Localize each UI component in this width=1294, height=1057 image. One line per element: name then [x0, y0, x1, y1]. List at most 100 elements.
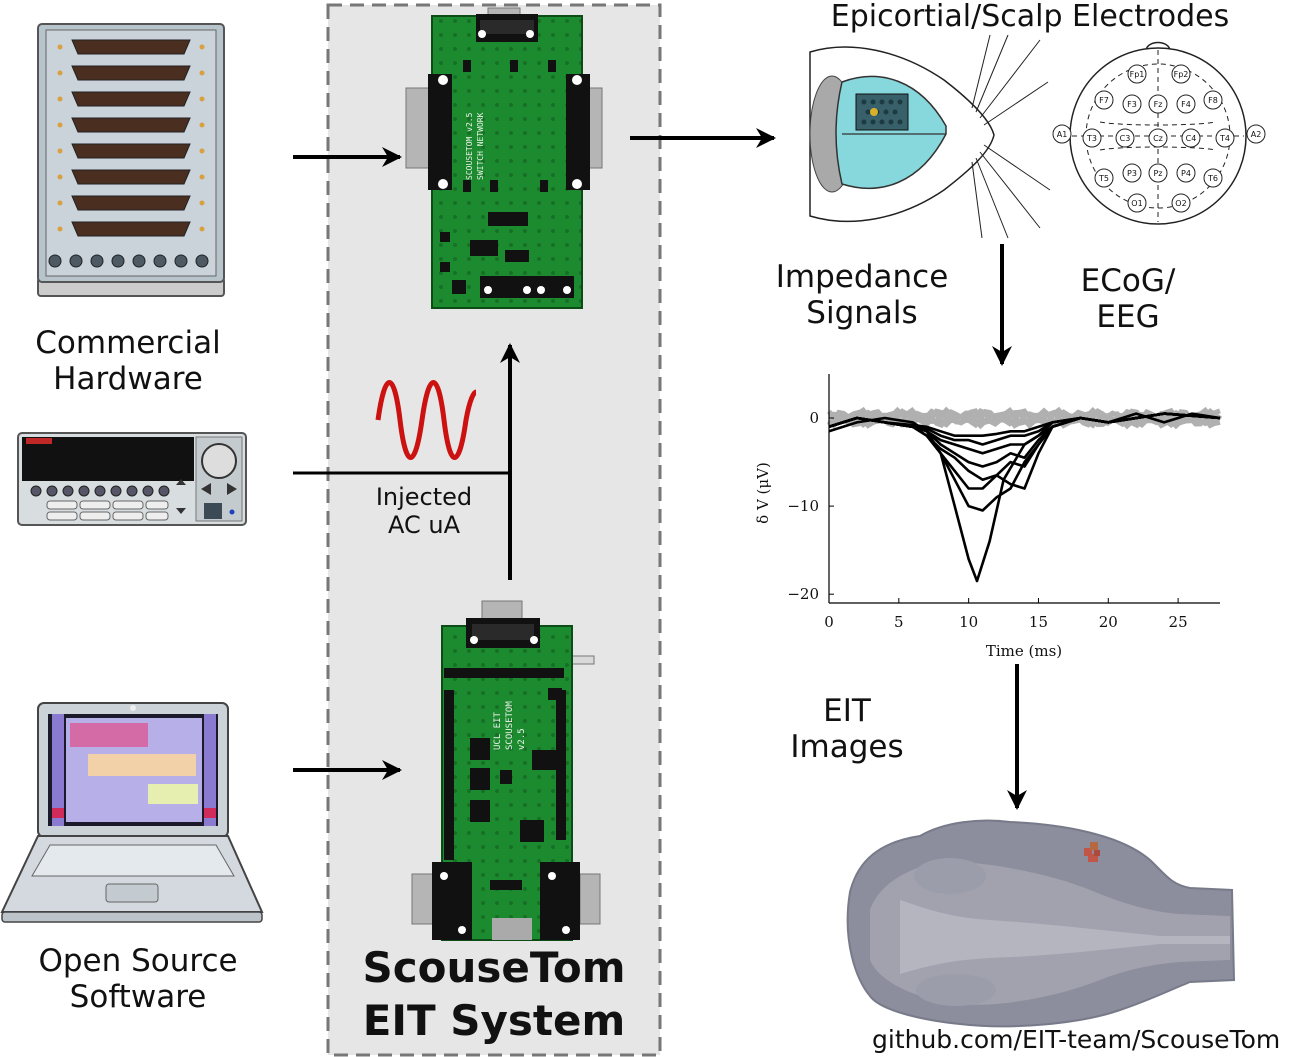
- series-line-1: [828, 412, 1221, 583]
- connector-icon: [71, 39, 191, 55]
- impedance-signals-label: Impedance Signals: [752, 259, 972, 331]
- pcb-bottom-label-1: UCL EIT: [493, 711, 503, 750]
- electrode-t6: T6: [1203, 168, 1223, 188]
- electrode-p4: P4: [1176, 163, 1196, 183]
- electrode-fp2: Fp2: [1171, 64, 1191, 84]
- system-title-line-2: EIT System: [362, 995, 626, 1045]
- svg-text:O2: O2: [1175, 199, 1186, 208]
- open-source-software-line-1: Open Source: [38, 943, 238, 979]
- electrode-o1: O1: [1127, 193, 1147, 213]
- impedance-signals-line-1: Impedance: [775, 259, 949, 295]
- svg-text:Fp1: Fp1: [1130, 70, 1145, 79]
- electrode-f8: F8: [1203, 90, 1223, 110]
- svg-text:SWITCH NETWORK: SWITCH NETWORK: [476, 112, 485, 180]
- current-source-icon: [17, 432, 247, 526]
- ecog-eeg-line-1: ECoG/: [1080, 263, 1176, 299]
- y-tick-label: 0: [809, 409, 819, 427]
- ecog-eeg-label: ECoG/ EEG: [1046, 263, 1210, 335]
- brain-electrode-icon: [809, 34, 1051, 239]
- svg-text:T3: T3: [1086, 134, 1097, 143]
- svg-text:F3: F3: [1127, 100, 1137, 109]
- injected-ac-label: Injected AC uA: [352, 483, 496, 539]
- svg-text:Pz: Pz: [1153, 169, 1162, 178]
- system-title: ScouseTom EIT System: [330, 942, 658, 1047]
- electrode-t5: T5: [1094, 168, 1114, 188]
- electrode-o2: O2: [1171, 193, 1191, 213]
- rack-unit-icon: [37, 23, 225, 297]
- impedance-signals-line-2: Signals: [806, 294, 918, 331]
- svg-text:Cz: Cz: [1153, 134, 1163, 143]
- electrode-cz: Cz: [1148, 128, 1168, 148]
- electrode-c4: C4: [1181, 128, 1201, 148]
- series-line-8: [828, 412, 1221, 437]
- x-tick-label: 5: [894, 613, 904, 631]
- x-tick-label: 0: [824, 613, 834, 631]
- system-title-line-1: ScouseTom: [362, 943, 626, 992]
- commercial-hardware-label: Commercial Hardware: [18, 325, 238, 397]
- electrode-a2: A2: [1246, 124, 1266, 144]
- pcb-bottom-label-3: v2.5: [517, 728, 527, 750]
- x-tick-label: 10: [959, 613, 978, 631]
- electrode-t4: T4: [1215, 128, 1235, 148]
- connector-icon: [71, 169, 191, 185]
- pcb-bottom-label-2: SCOUSETOM: [505, 701, 515, 750]
- svg-text:v2.5: v2.5: [517, 728, 527, 750]
- pcb-top-label-1: SCOUSETOM v2.5: [465, 112, 474, 180]
- svg-text:T5: T5: [1098, 174, 1109, 183]
- connector-icon: [71, 117, 191, 133]
- svg-text:A2: A2: [1251, 130, 1262, 139]
- svg-text:C3: C3: [1120, 134, 1131, 143]
- chart-y-label: δ V (μV): [754, 462, 772, 524]
- commercial-hardware-line-2: Hardware: [53, 360, 203, 397]
- svg-text:O1: O1: [1131, 199, 1142, 208]
- y-tick-label: −10: [787, 497, 819, 515]
- laptop-icon: [0, 702, 264, 923]
- chart-x-label: Time (ms): [986, 642, 1062, 660]
- x-tick-label: 15: [1029, 613, 1048, 631]
- injected-ac-line-2: AC uA: [387, 510, 460, 539]
- svg-text:C4: C4: [1186, 134, 1197, 143]
- eit-images-label: EIT Images: [760, 693, 934, 765]
- injected-ac-line-1: Injected: [375, 483, 473, 511]
- connector-icon: [71, 221, 191, 237]
- electrode-a1: A1: [1052, 124, 1072, 144]
- x-tick-label: 20: [1099, 613, 1118, 631]
- ecog-chart: 0 5 10 15 20 25 0 −10 −20 Time (ms) δ V (μV): [754, 374, 1223, 660]
- svg-text:F4: F4: [1181, 100, 1191, 109]
- svg-text:SCOUSETOM v2.5: SCOUSETOM v2.5: [465, 112, 474, 180]
- connector-icon: [71, 143, 191, 159]
- electrode-f3: F3: [1122, 94, 1142, 114]
- switch-network-board: SCOUSETOM v2.5 SWITCH NETWORK: [405, 7, 603, 309]
- svg-text:P4: P4: [1181, 169, 1191, 178]
- connector-icon: [71, 195, 191, 211]
- eeg-cap-icon: Fp1 Fp2 F7 F3 Fz F4 F8 A1 T3 C3 Cz C4 T4 A2 T5 P3 Pz P4 T6…: [1052, 41, 1266, 225]
- svg-text:F7: F7: [1099, 96, 1109, 105]
- ecog-eeg-line-2: EEG: [1096, 298, 1160, 335]
- connector-icon: [71, 65, 191, 81]
- electrode-f7: F7: [1094, 90, 1114, 110]
- svg-text:A1: A1: [1057, 130, 1068, 139]
- eit-brain-image: [846, 819, 1236, 1028]
- svg-text:UCL EIT: UCL EIT: [493, 711, 503, 750]
- connector-icon: [71, 91, 191, 107]
- commercial-hardware-line-1: Commercial: [35, 325, 221, 361]
- svg-text:F8: F8: [1208, 96, 1218, 105]
- electrode-t3: T3: [1082, 128, 1102, 148]
- electrode-p3: P3: [1122, 163, 1142, 183]
- svg-text:P3: P3: [1127, 169, 1137, 178]
- electrode-c3: C3: [1115, 128, 1135, 148]
- main-board: UCL EIT SCOUSETOM v2.5: [411, 600, 601, 941]
- eit-images-line-2: Images: [790, 728, 904, 765]
- y-tick-label: −20: [787, 585, 819, 603]
- github-link[interactable]: github.com/EIT-team/ScouseTom: [872, 1025, 1281, 1054]
- electrode-pz: Pz: [1148, 163, 1168, 183]
- open-source-software-line-2: Software: [69, 978, 207, 1015]
- electrode-fp1: Fp1: [1127, 64, 1147, 84]
- svg-text:T6: T6: [1207, 174, 1218, 183]
- svg-text:SCOUSETOM: SCOUSETOM: [505, 701, 515, 750]
- ac-waveform: [375, 380, 477, 460]
- epicortial-label: Epicortial/Scalp Electrodes: [830, 0, 1230, 34]
- svg-text:Fp2: Fp2: [1174, 70, 1189, 79]
- electrode-f4: F4: [1176, 94, 1196, 114]
